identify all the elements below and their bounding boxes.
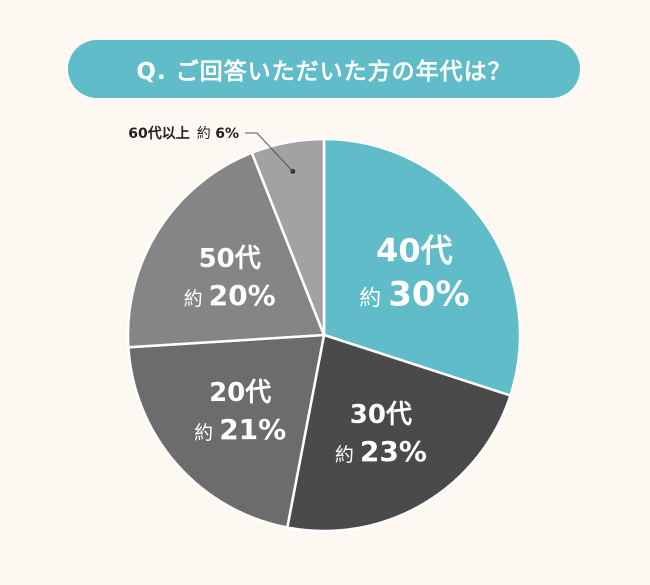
pie-slice — [126, 151, 326, 349]
slice-value-label: 約 20% — [184, 279, 276, 312]
leader-line — [245, 132, 294, 172]
slice-category-label: 20代 — [209, 378, 271, 408]
slice-category-label: 40代 — [376, 231, 453, 269]
pie-slice — [285, 333, 512, 533]
slice-category-label: 30代 — [350, 400, 412, 430]
slice-value-label: 約 23% — [335, 435, 427, 468]
pie-slice — [127, 333, 326, 529]
pie-slice — [250, 137, 326, 336]
pie-slice — [322, 137, 522, 398]
chart-title: Q. ご回答いただいた方の年代は？ — [136, 59, 512, 85]
slice-category-label: 50代 — [199, 244, 261, 274]
slice-value-label: 約 21% — [194, 413, 286, 446]
slice-value-label: 約 30% — [359, 274, 469, 314]
title-banner: Q. ご回答いただいた方の年代は？ — [68, 40, 580, 98]
slice-label: 60代以上 約 6% — [128, 125, 239, 142]
